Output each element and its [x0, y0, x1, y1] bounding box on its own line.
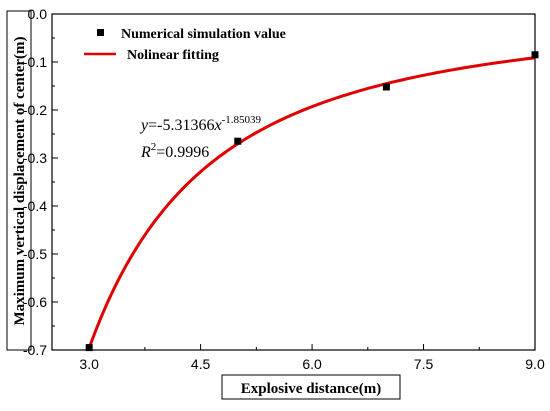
y-tick-label: -0.3 [23, 150, 47, 166]
x-tick-label: 3.0 [79, 356, 99, 372]
r2-value: =0.9996 [156, 144, 209, 161]
y-axis-title: Maximum vertical displacement of center(… [12, 36, 28, 325]
y-tick-label: -0.4 [23, 198, 47, 214]
plot-area: 3.0 4.5 6.0 7.5 9.0 0.0 -0.1 -0.2 -0.3 -0.4 -0.5 -… [23, 6, 545, 372]
x-tick-label: 7.5 [414, 356, 434, 372]
x-tick-label: 6.0 [302, 356, 322, 372]
eq-exponent: -1.85039 [222, 114, 262, 126]
y-tick-label: -0.5 [23, 246, 47, 262]
y-axis-title-box [6, 10, 32, 351]
fit-curve [87, 56, 536, 349]
y-tick-label: -0.2 [23, 102, 47, 118]
data-point [531, 51, 539, 59]
legend-label-fit: Nolinear fitting [127, 48, 219, 63]
x-axis-title: Explosive distance(m) [241, 381, 381, 397]
data-point [85, 344, 93, 352]
r2-sup: 2 [151, 141, 157, 153]
y-tick-label: -0.6 [23, 294, 47, 310]
r-squared: R2=0.9996 [140, 141, 209, 161]
x-axis-title-box [221, 374, 401, 400]
scatter-points [85, 51, 539, 352]
y-tick-label: -0.7 [23, 342, 47, 358]
y-axis-ticks: 0.0 -0.1 -0.2 -0.3 -0.4 -0.5 -0.6 -0.7 [23, 6, 58, 358]
data-point [382, 83, 390, 91]
legend: Numerical simulation value Nolinear fitt… [84, 27, 286, 63]
eq-coef: =-5.31366 [148, 117, 214, 134]
data-point [234, 137, 242, 145]
x-tick-label: 4.5 [191, 356, 211, 372]
x-axis-ticks: 3.0 4.5 6.0 7.5 9.0 [79, 344, 545, 372]
y-tick-label: 0.0 [28, 6, 48, 22]
legend-marker-square [97, 29, 104, 36]
fit-equation: y=-5.31366x-1.85039 [139, 114, 261, 134]
plot-frame [51, 13, 536, 351]
legend-label-scatter: Numerical simulation value [121, 27, 286, 42]
x-tick-label: 9.0 [525, 356, 545, 372]
eq-y: y [139, 117, 149, 134]
y-tick-label: -0.1 [23, 54, 47, 70]
r2-r: R [140, 144, 151, 161]
eq-x: x [213, 117, 221, 134]
